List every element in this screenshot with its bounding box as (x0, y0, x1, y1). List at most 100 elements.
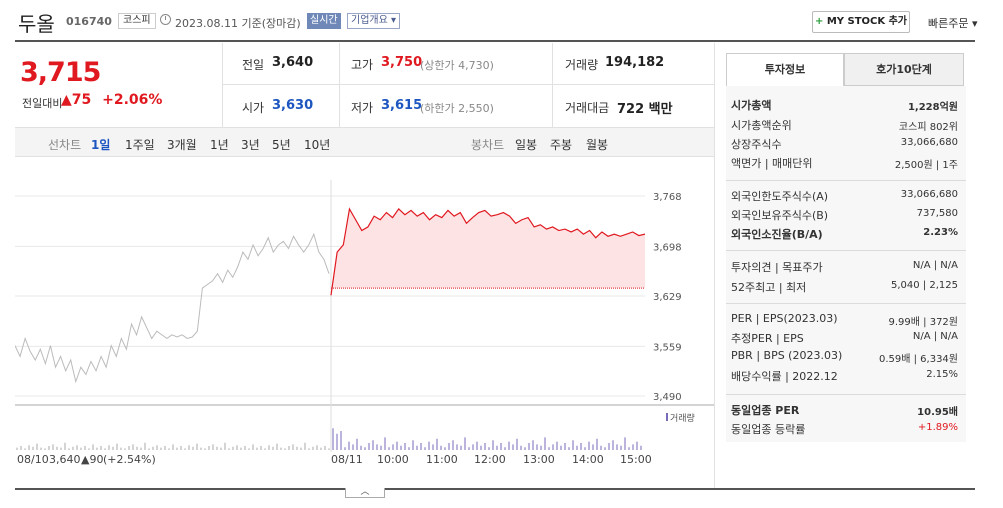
info-row-label: 액면가 | 매매단위 (731, 157, 813, 170)
info-row-label: 시가총액 (731, 99, 772, 112)
info-row-value: 33,066,680 (900, 189, 958, 200)
tab-monthly-candle[interactable]: 월봉 (586, 138, 609, 152)
stock-header: 두올 016740 코스피 2023.08.11 기준(장마감) 실시간 기업개… (0, 0, 1003, 40)
divider (552, 43, 553, 127)
divider (222, 43, 223, 127)
realtime-badge[interactable]: 실시간 (307, 13, 341, 29)
invest-info-panel (726, 86, 966, 442)
volume-legend-text: 거래량 (670, 414, 695, 424)
collapse-toggle-button[interactable]: ︿ (345, 488, 385, 498)
price-chart: 3,768 3,698 3,629 3,559 3,490 (15, 180, 714, 452)
divider (714, 43, 715, 490)
tab-3year[interactable]: 3년 (241, 138, 260, 152)
volume-legend: 거래량 (666, 411, 695, 424)
tab-1year[interactable]: 1년 (210, 138, 229, 152)
prev-close-label: 전일 (242, 58, 265, 72)
divider (339, 43, 340, 127)
tab-1day[interactable]: 1일 (91, 138, 111, 152)
prev-close-value: 3,640 (272, 55, 314, 70)
x-tick-label: 08/10 (17, 453, 49, 466)
volume-label: 거래량 (565, 58, 599, 72)
x-axis: 08/10 3,640 ▲90 (+2.54%) 08/11 10:00 11:… (15, 453, 714, 473)
high-value: 3,750 (381, 55, 423, 70)
info-row-label: 외국인보유주식수(B) (731, 209, 829, 222)
divider (726, 394, 966, 395)
line-chart-label: 선차트 (48, 138, 82, 152)
prev-day-close-label: 3,640 (49, 453, 81, 466)
tab-daily-candle[interactable]: 일봉 (515, 138, 538, 152)
info-row-value: 9.99배 | 372원 (888, 317, 958, 328)
info-row-value: N/A | N/A (912, 331, 958, 342)
tab-1week[interactable]: 1주일 (125, 138, 155, 152)
open-label: 시가 (242, 101, 265, 115)
info-row-value: N/A | N/A (912, 260, 958, 271)
info-row-label: PER | EPS(2023.03) (731, 312, 838, 325)
info-row-label: 투자의견 | 목표주가 (731, 261, 823, 274)
quick-order-button[interactable]: 빠른주문 ▾ (928, 17, 978, 30)
low-label: 저가 (351, 101, 374, 115)
divider (726, 303, 966, 304)
plus-icon: + (814, 16, 827, 27)
divider (726, 250, 966, 251)
info-row-label: 외국인소진율(B/A) (731, 228, 823, 241)
tab-orderbook[interactable]: 호가10단계 (844, 53, 964, 86)
info-row-value: 2.23% (923, 227, 958, 238)
info-row-label: 상장주식수 (731, 138, 782, 151)
tab-3month[interactable]: 3개월 (167, 138, 197, 152)
volume-value: 194,182 (605, 55, 665, 70)
info-row-value: 5,040 | 2,125 (891, 280, 958, 291)
info-row-value: 737,580 (916, 208, 958, 219)
tab-weekly-candle[interactable]: 주봉 (550, 138, 573, 152)
prev-day-change-label: ▲90 (81, 453, 104, 466)
my-stock-add-button[interactable]: + MY STOCK 추가 (812, 11, 910, 33)
y-tick-label: 3,698 (653, 242, 682, 253)
prev-day-price-line (15, 232, 330, 384)
upper-limit: (상한가 4,730) (420, 59, 494, 72)
info-row-label: 52주최고 | 최저 (731, 281, 807, 294)
info-row-value: 2.15% (926, 369, 958, 380)
divider (726, 180, 966, 181)
stock-code: 016740 (66, 15, 112, 28)
info-row-label: PBR | BPS (2023.03) (731, 349, 843, 362)
tab-10year[interactable]: 10년 (304, 138, 331, 152)
current-price: 3,715 (20, 57, 101, 88)
lower-limit: (하한가 2,550) (420, 102, 494, 115)
info-row-label: 추정PER | EPS (731, 332, 804, 345)
clock-icon (160, 14, 171, 25)
info-row-label[interactable]: 동일업종 PER (731, 404, 800, 417)
info-row-label[interactable]: 동일업종 등락률 (731, 423, 806, 436)
legend-swatch (666, 413, 668, 421)
x-tick-label: 11:00 (426, 453, 458, 466)
y-tick-label: 3,559 (653, 342, 682, 353)
chevron-up-icon: ︿ (360, 487, 370, 497)
x-tick-label: 15:00 (620, 453, 652, 466)
tab-invest-info[interactable]: 투자정보 (726, 53, 844, 86)
info-row-value: 33,066,680 (900, 137, 958, 148)
high-label: 고가 (351, 58, 374, 72)
x-tick-label: 08/11 (331, 453, 363, 466)
info-row-label[interactable]: 시가총액순위 (731, 119, 792, 132)
corp-overview-button[interactable]: 기업개요 ▾ (347, 13, 400, 29)
info-row-value: 2,500원 | 1주 (894, 160, 958, 171)
y-tick-label: 3,768 (653, 192, 682, 203)
candle-chart-label: 봉차트 (471, 138, 505, 152)
tab-5year[interactable]: 5년 (272, 138, 291, 152)
info-row-value: 10.95배 (917, 407, 958, 418)
amount-label: 거래대금 (565, 101, 610, 115)
open-value: 3,630 (272, 98, 314, 113)
y-tick-label: 3,490 (653, 392, 682, 403)
divider (15, 488, 975, 490)
price-change: ▲75 +2.06% (61, 92, 162, 108)
info-row-label: 배당수익률 | 2022.12 (731, 370, 838, 383)
x-tick-label: 12:00 (474, 453, 506, 466)
info-row-value: 코스피 802위 (898, 122, 958, 133)
info-row-value: +1.89% (917, 422, 958, 433)
x-tick-label: 10:00 (377, 453, 409, 466)
price-area-fill (331, 208, 645, 296)
my-stock-label: MY STOCK 추가 (826, 16, 908, 27)
divider (15, 40, 975, 42)
chart-tab-bar: 선차트 1일 1주일 3개월 1년 3년 5년 10년 봉차트 일봉 주봉 월봉 (15, 127, 714, 157)
x-tick-label: 13:00 (523, 453, 555, 466)
info-row-label: 외국인한도주식수(A) (731, 190, 829, 203)
base-date: 2023.08.11 기준(장마감) (175, 17, 301, 30)
